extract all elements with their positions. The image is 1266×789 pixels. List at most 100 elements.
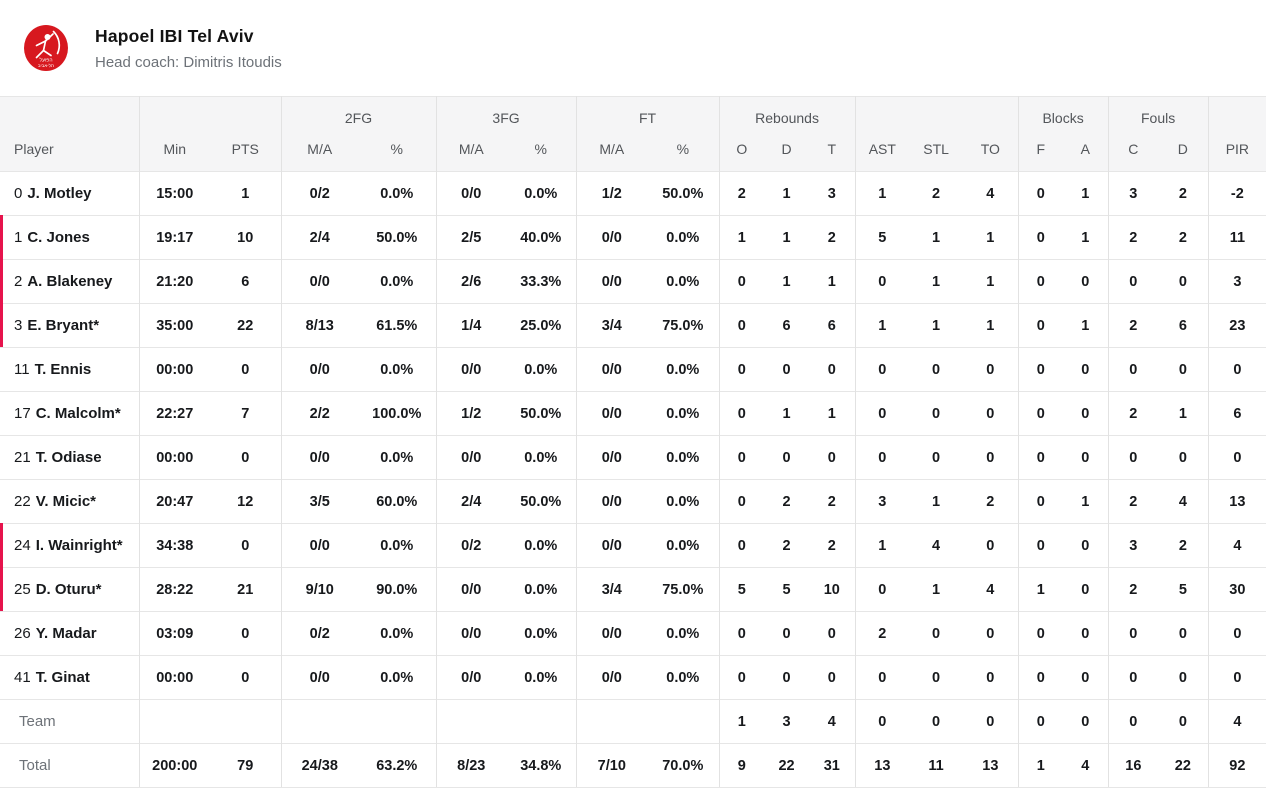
- stat-reb-d: 0: [764, 611, 810, 656]
- stat-foul-c: 2: [1108, 303, 1159, 348]
- stat-pir: 0: [1208, 655, 1266, 700]
- stat-to: 1: [963, 215, 1019, 260]
- stat-3fg-ma: 0/0: [436, 347, 507, 392]
- stat-3fg-pct: 0.0%: [506, 655, 577, 700]
- stat-foul-d: 0: [1158, 611, 1209, 656]
- stat-ft-pct: 0.0%: [647, 435, 720, 480]
- player-name[interactable]: J. Motley: [27, 185, 92, 202]
- stat-reb-o: 0: [719, 347, 765, 392]
- stat-ast: 5: [855, 215, 910, 260]
- player-name[interactable]: T. Odiase: [35, 449, 102, 466]
- player-number: 0: [14, 185, 23, 202]
- stat-min: 21:20: [139, 259, 210, 304]
- player-cell: 41 T. Ginat: [0, 655, 140, 700]
- stat-3fg-pct: [506, 699, 577, 744]
- player-name[interactable]: D. Oturu*: [35, 581, 102, 598]
- stat-foul-d: 2: [1158, 171, 1209, 216]
- stat-3fg-pct: 0.0%: [506, 611, 577, 656]
- table-row: 26 Y. Madar 03:09 0 0/2 0.0% 0/0 0.0% 0/0…: [0, 611, 1266, 656]
- player-name[interactable]: Y. Madar: [35, 625, 97, 642]
- stat-foul-d: 6: [1158, 303, 1209, 348]
- col-header-3fg-pct: %: [506, 132, 577, 172]
- stat-min: 00:00: [139, 347, 210, 392]
- col-header-foul-c: C: [1108, 132, 1159, 172]
- stat-reb-d: 5: [764, 567, 810, 612]
- stat-foul-d: 4: [1158, 479, 1209, 524]
- stat-ft-ma: 1/2: [576, 171, 648, 216]
- stat-min: 28:22: [139, 567, 210, 612]
- stat-ft-ma: 7/10: [576, 743, 648, 788]
- stat-reb-d: 0: [764, 347, 810, 392]
- stat-stl: 1: [909, 479, 964, 524]
- stat-foul-d: 2: [1158, 215, 1209, 260]
- on-court-marker: [0, 611, 3, 655]
- stat-reb-o: 5: [719, 567, 765, 612]
- stat-foul-d: 0: [1158, 259, 1209, 304]
- on-court-marker: [0, 523, 3, 567]
- stat-block-a: 0: [1063, 611, 1109, 656]
- stat-min: 35:00: [139, 303, 210, 348]
- stat-to: 0: [963, 435, 1019, 480]
- player-number: 21: [14, 449, 31, 466]
- stat-ast: 0: [855, 347, 910, 392]
- stat-reb-d: 2: [764, 523, 810, 568]
- on-court-marker: [0, 347, 3, 391]
- player-name[interactable]: A. Blakeney: [27, 273, 113, 290]
- col-header-reb-t: T: [809, 132, 856, 172]
- team-name: Hapoel IBI Tel Aviv: [95, 25, 254, 46]
- stat-to: 1: [963, 259, 1019, 304]
- group-header-rebounds: Rebounds: [719, 96, 856, 133]
- stat-block-f: 0: [1018, 699, 1064, 744]
- player-name[interactable]: C. Malcolm*: [35, 405, 121, 422]
- stat-reb-o: 9: [719, 743, 765, 788]
- stat-stl: 1: [909, 303, 964, 348]
- table-row: 2 A. Blakeney 21:20 6 0/0 0.0% 2/6 33.3% …: [0, 259, 1266, 304]
- stat-pts: 0: [210, 611, 282, 656]
- stat-2fg-ma: 0/0: [281, 347, 358, 392]
- stat-2fg-pct: 0.0%: [358, 523, 437, 568]
- stat-pir: 92: [1208, 743, 1266, 788]
- stat-ft-pct: 0.0%: [647, 523, 720, 568]
- stat-reb-t: 1: [809, 391, 856, 436]
- stat-reb-d: 3: [764, 699, 810, 744]
- stat-pts: 12: [210, 479, 282, 524]
- stat-3fg-pct: 50.0%: [506, 479, 577, 524]
- stat-reb-d: 1: [764, 171, 810, 216]
- stat-block-a: 0: [1063, 259, 1109, 304]
- stat-block-f: 0: [1018, 391, 1064, 436]
- stat-block-a: 0: [1063, 699, 1109, 744]
- player-name[interactable]: T. Ennis: [34, 361, 92, 378]
- col-header-3fg-ma: M/A: [436, 132, 507, 172]
- stat-ast: 0: [855, 699, 910, 744]
- player-name[interactable]: C. Jones: [27, 229, 90, 246]
- player-name[interactable]: T. Ginat: [35, 669, 90, 686]
- logo-text-line1: הפועל: [39, 57, 52, 64]
- player-name[interactable]: V. Micic*: [35, 493, 97, 510]
- table-row: 41 T. Ginat 00:00 0 0/0 0.0% 0/0 0.0% 0/0…: [0, 655, 1266, 700]
- stat-pts: 0: [210, 347, 282, 392]
- stat-ast: 1: [855, 171, 910, 216]
- col-header-2fg-pct: %: [358, 132, 437, 172]
- stat-2fg-pct: 61.5%: [358, 303, 437, 348]
- stat-ft-pct: 50.0%: [647, 171, 720, 216]
- player-name[interactable]: E. Bryant*: [27, 317, 100, 334]
- stat-reb-d: 2: [764, 479, 810, 524]
- stat-pts: 0: [210, 523, 282, 568]
- stat-stl: 0: [909, 699, 964, 744]
- player-number: 3: [14, 317, 23, 334]
- player-name[interactable]: I. Wainright*: [35, 537, 123, 554]
- stat-block-f: 1: [1018, 743, 1064, 788]
- stat-reb-t: 0: [809, 655, 856, 700]
- stat-foul-c: 3: [1108, 171, 1159, 216]
- stat-2fg-pct: 0.0%: [358, 611, 437, 656]
- stat-stl: 2: [909, 171, 964, 216]
- player-number: 25: [14, 581, 31, 598]
- stat-foul-c: 0: [1108, 655, 1159, 700]
- stat-ft-ma: 0/0: [576, 479, 648, 524]
- stat-ast: 0: [855, 391, 910, 436]
- player-number: 1: [14, 229, 23, 246]
- stat-reb-t: 4: [809, 699, 856, 744]
- col-header-block-a: A: [1063, 132, 1109, 172]
- stat-min: 03:09: [139, 611, 210, 656]
- stat-reb-o: 2: [719, 171, 765, 216]
